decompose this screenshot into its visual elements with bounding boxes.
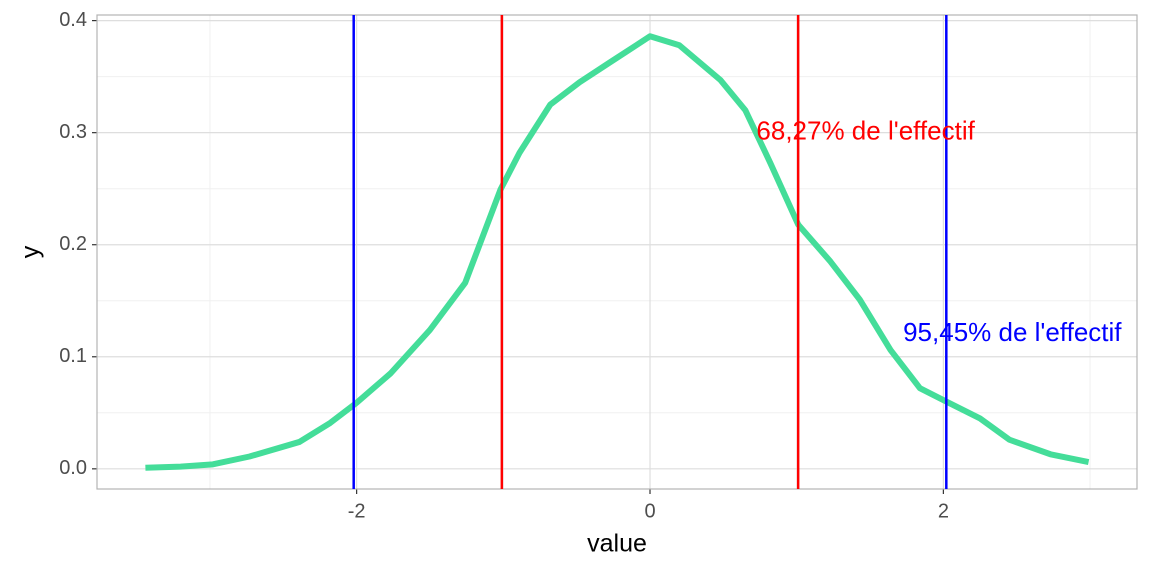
y-tick-label: 0.1 (59, 345, 87, 367)
x-tick-label: 0 (644, 500, 655, 522)
x-axis-title: value (587, 530, 647, 558)
y-tick-label: 0.3 (59, 121, 87, 143)
x-tick-label: 2 (938, 500, 949, 522)
y-tick-label: 0.4 (59, 9, 87, 31)
density-line (145, 33, 1090, 471)
panel-border (96, 14, 1138, 490)
x-tick-label: -2 (348, 500, 366, 522)
y-tick-label: 0.2 (59, 233, 87, 255)
y-tick-label: 0.0 (59, 457, 87, 479)
annotation: 95,45% de l'effectif (903, 317, 1122, 347)
y-axis-title: y (17, 245, 45, 258)
annotation: 68,27% de l'effectif (756, 116, 975, 146)
